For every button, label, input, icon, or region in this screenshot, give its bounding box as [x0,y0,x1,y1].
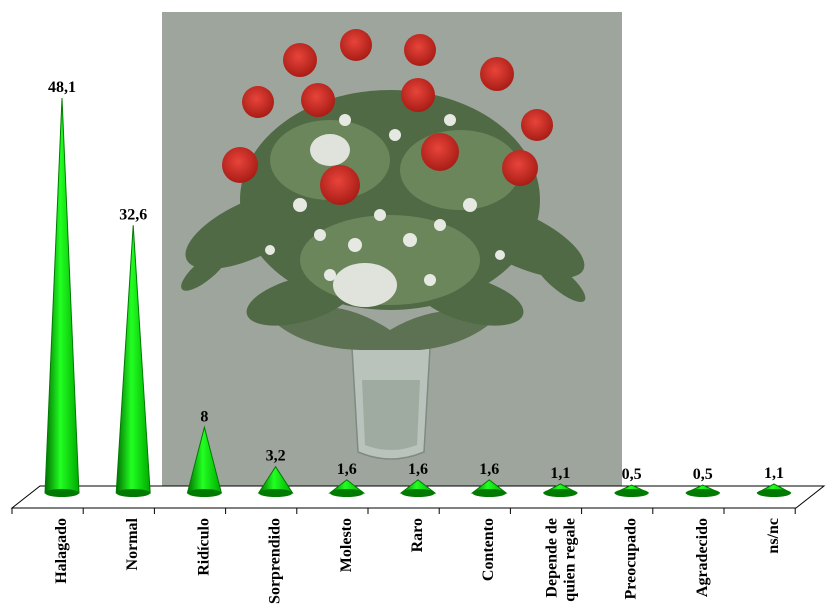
bar [328,479,366,497]
bar [543,483,578,497]
data-label: 32,6 [119,206,147,223]
data-label: 48,1 [48,79,76,96]
category-label: ns/nc [765,518,782,554]
bar-base [401,489,435,497]
category-label: Raro [409,518,426,552]
bar [685,484,721,497]
bar-base [329,489,364,497]
data-label: 0,5 [622,466,642,483]
bar-base [757,489,791,497]
bar-base [45,489,79,497]
category-label-line: quien regale [561,518,578,602]
category-label: Halagado [53,518,70,584]
category-label: Agradecido [694,518,711,597]
category-label: Sorprendido [267,518,284,604]
bar [614,484,649,497]
data-label: 0,5 [693,466,713,483]
bar [257,465,294,497]
category-label-line: Depende de [543,518,560,598]
data-label: 1,1 [764,465,784,482]
bar [756,483,792,497]
data-label: 8 [200,408,208,425]
bouquet-image [162,12,622,486]
bar-cone [115,225,151,494]
category-label: Preocupado [623,518,640,599]
data-label: 1,1 [550,465,570,482]
bar-base [187,489,222,497]
category-labels-group: Halagado Normal Ridículo Sorprendido Molesto… [53,517,782,604]
category-label: Normal [124,517,141,570]
category-label: Molesto [338,518,355,572]
bar-cone [44,97,80,494]
bar-base [543,489,578,497]
bar-base [116,489,151,497]
bar [44,97,80,497]
bars-group [44,97,792,497]
bar-base [472,489,507,497]
bar-base [614,489,649,497]
data-label: 1,6 [479,461,499,478]
value-labels-group: 48,1 32,6 8 3,2 1,6 1,6 1,6 1,1 0,5 0,5 1,1 [48,79,784,483]
bar [399,479,437,497]
bar-base [258,489,293,497]
category-label: Depende dequien regale [543,518,578,602]
bar [186,425,223,497]
data-label: 1,6 [337,461,357,478]
category-label: Contento [480,518,497,581]
bar [115,225,151,497]
data-label: 3,2 [266,448,286,465]
bar [470,479,508,497]
category-label: Ridículo [195,518,212,576]
data-label: 1,6 [408,461,428,478]
bar-base [685,489,720,497]
